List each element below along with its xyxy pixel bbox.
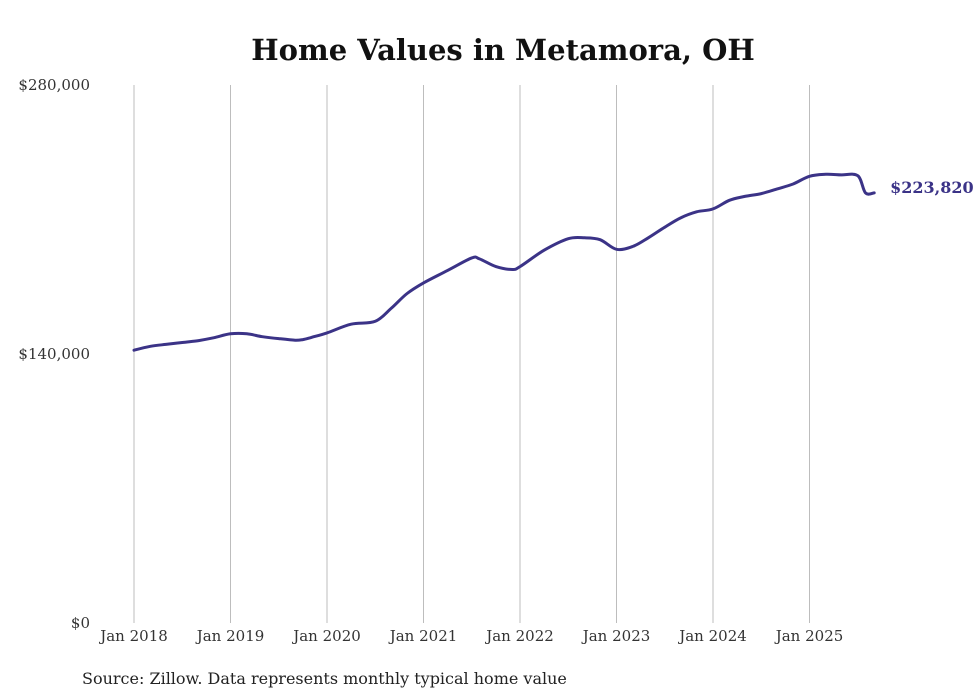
x-tick-label-3: Jan 2021: [388, 627, 458, 645]
gridlines: [133, 85, 810, 623]
x-tick-label-2: Jan 2020: [291, 627, 361, 645]
x-tick-label-5: Jan 2023: [581, 627, 651, 645]
x-axis-ticks: Jan 2018 Jan 2019 Jan 2020 Jan 2021 Jan 2022…: [98, 627, 843, 645]
x-tick-label-6: Jan 2024: [677, 627, 747, 645]
y-axis-ticks: $0 $140,000 $280,000: [18, 76, 90, 632]
y-tick-label-2: $280,000: [18, 76, 90, 94]
y-tick-label-1: $140,000: [18, 345, 90, 363]
series-line-0: [132, 172, 876, 352]
y-tick-label-0: $0: [71, 614, 90, 632]
x-tick-label-7: Jan 2025: [774, 627, 844, 645]
source-note: Source: Zillow. Data represents monthly …: [82, 669, 567, 688]
chart-title: Home Values in Metamora, OH: [251, 33, 754, 67]
x-tick-label-1: Jan 2019: [195, 627, 265, 645]
x-tick-label-4: Jan 2022: [484, 627, 554, 645]
x-tick-label-0: Jan 2018: [98, 627, 168, 645]
end-value-label: $223,820: [890, 178, 974, 197]
series-layer: $223,820: [132, 172, 974, 352]
